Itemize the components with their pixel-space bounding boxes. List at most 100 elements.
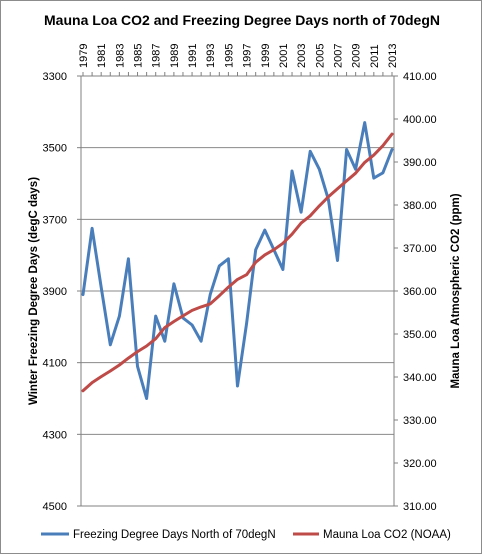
data-point-freezing-degree-days-north-of-70degn-2012 bbox=[381, 171, 385, 174]
data-point-freezing-degree-days-north-of-70degn-1993 bbox=[209, 293, 212, 296]
data-point-mauna-loa-co2-noaa--2008 bbox=[345, 179, 348, 183]
x-tick-label-1983: 1983 bbox=[114, 44, 126, 68]
data-point-mauna-loa-co2-noaa--2007 bbox=[336, 187, 339, 190]
data-point-mauna-loa-co2-noaa--2000 bbox=[272, 248, 276, 251]
y-left-tick-label-3700: 3700 bbox=[43, 214, 67, 226]
data-point-freezing-degree-days-north-of-70degn-1987 bbox=[154, 314, 157, 318]
y-right-tick-label-360.00: 360.00 bbox=[403, 286, 437, 298]
data-point-mauna-loa-co2-noaa--2012 bbox=[381, 144, 385, 147]
data-point-freezing-degree-days-north-of-70degn-1989 bbox=[172, 282, 176, 286]
data-point-freezing-degree-days-north-of-70degn-1980 bbox=[90, 227, 94, 230]
data-point-mauna-loa-co2-noaa--2001 bbox=[281, 242, 285, 245]
data-point-mauna-loa-co2-noaa--1988 bbox=[163, 326, 166, 329]
data-point-mauna-loa-co2-noaa--1990 bbox=[181, 314, 185, 318]
legend: Freezing Degree Days North of 70degN Mau… bbox=[41, 529, 451, 541]
data-point-mauna-loa-co2-noaa--1997 bbox=[245, 273, 248, 276]
data-point-mauna-loa-co2-noaa--2002 bbox=[290, 233, 294, 236]
data-point-freezing-degree-days-north-of-70degn-1999 bbox=[263, 228, 266, 232]
data-point-mauna-loa-co2-noaa--1981 bbox=[99, 375, 103, 378]
x-tick-label-1987: 1987 bbox=[151, 44, 163, 68]
y-left-tick-label-3300: 3300 bbox=[43, 71, 67, 83]
y-right-tick-label-330.00: 330.00 bbox=[403, 415, 437, 427]
data-point-freezing-degree-days-north-of-70degn-1992 bbox=[199, 339, 203, 343]
x-tick-label-2001: 2001 bbox=[278, 44, 290, 68]
y-left-tick-label-4100: 4100 bbox=[43, 358, 67, 370]
y-right-tick-label-380.00: 380.00 bbox=[403, 200, 437, 212]
data-point-freezing-degree-days-north-of-70degn-2001 bbox=[281, 268, 285, 271]
data-point-freezing-degree-days-north-of-70degn-2003 bbox=[299, 210, 303, 214]
x-tick-label-1979: 1979 bbox=[78, 44, 90, 68]
x-tick-label-1991: 1991 bbox=[187, 44, 199, 68]
y-right-tick-label-400.00: 400.00 bbox=[403, 114, 437, 126]
data-point-mauna-loa-co2-noaa--2003 bbox=[299, 221, 303, 225]
y-right-tick-label-310.00: 310.00 bbox=[403, 501, 437, 513]
data-point-mauna-loa-co2-noaa--1991 bbox=[190, 309, 194, 312]
data-point-mauna-loa-co2-noaa--2010 bbox=[363, 161, 366, 164]
y-right-axis-ticks: 310.00 320.00 330.00 340.00 350.00 360.00 370.… bbox=[394, 71, 437, 513]
x-tick-label-2011: 2011 bbox=[369, 44, 381, 68]
data-point-freezing-degree-days-north-of-70degn-1988 bbox=[163, 339, 166, 343]
data-point-freezing-degree-days-north-of-70degn-2002 bbox=[290, 169, 294, 173]
y-right-tick-label-390.00: 390.00 bbox=[403, 157, 437, 169]
data-point-mauna-loa-co2-noaa--1983 bbox=[118, 363, 121, 367]
y-right-tick-label-370.00: 370.00 bbox=[403, 243, 437, 255]
data-point-freezing-degree-days-north-of-70degn-1998 bbox=[254, 248, 257, 251]
data-point-freezing-degree-days-north-of-70degn-2011 bbox=[372, 176, 376, 180]
y-right-tick-label-340.00: 340.00 bbox=[403, 372, 437, 384]
data-point-freezing-degree-days-north-of-70degn-1995 bbox=[227, 257, 230, 260]
y-left-axis-ticks: 3300 3500 3700 3900 4100 4300 4500 bbox=[43, 71, 81, 513]
data-point-freezing-degree-days-north-of-70degn-1991 bbox=[190, 323, 194, 327]
data-point-mauna-loa-co2-noaa--1996 bbox=[236, 278, 239, 281]
x-tick-label-1995: 1995 bbox=[223, 44, 235, 68]
data-point-mauna-loa-co2-noaa--2011 bbox=[372, 153, 376, 157]
data-point-mauna-loa-co2-noaa--1982 bbox=[109, 369, 112, 373]
x-tick-label-1989: 1989 bbox=[169, 44, 181, 68]
x-tick-label-2003: 2003 bbox=[296, 44, 308, 68]
data-point-freezing-degree-days-north-of-70degn-2010 bbox=[363, 121, 366, 124]
y-left-axis-label: Winter Freezing Degree Days (degC days) bbox=[28, 177, 40, 405]
data-point-freezing-degree-days-north-of-70degn-1994 bbox=[218, 264, 221, 268]
data-point-freezing-degree-days-north-of-70degn-1986 bbox=[145, 397, 148, 400]
grid-lines bbox=[81, 147, 394, 435]
data-point-mauna-loa-co2-noaa--1994 bbox=[218, 294, 221, 297]
data-point-mauna-loa-co2-noaa--1979 bbox=[81, 389, 85, 392]
data-point-mauna-loa-co2-noaa--1999 bbox=[263, 253, 266, 257]
data-point-mauna-loa-co2-noaa--2004 bbox=[309, 214, 312, 217]
x-tick-label-1981: 1981 bbox=[96, 44, 108, 68]
y-left-tick-label-3500: 3500 bbox=[43, 143, 67, 155]
y-right-tick-label-410.00: 410.00 bbox=[403, 71, 437, 83]
data-point-freezing-degree-days-north-of-70degn-1984 bbox=[127, 257, 130, 260]
y-right-axis-label: Mauna Loa Atmospheric CO2 (ppm) bbox=[450, 193, 462, 388]
data-point-freezing-degree-days-north-of-70degn-1982 bbox=[109, 343, 112, 346]
data-point-mauna-loa-co2-noaa--2009 bbox=[354, 171, 357, 175]
data-point-mauna-loa-co2-noaa--1985 bbox=[136, 350, 139, 353]
data-point-freezing-degree-days-north-of-70degn-1985 bbox=[136, 365, 139, 368]
data-point-mauna-loa-co2-noaa--1992 bbox=[199, 305, 203, 309]
y-left-tick-label-4300: 4300 bbox=[43, 429, 67, 441]
data-point-freezing-degree-days-north-of-70degn-2008 bbox=[345, 148, 348, 151]
x-tick-label-2005: 2005 bbox=[314, 44, 326, 68]
y-left-tick-label-4500: 4500 bbox=[43, 501, 67, 513]
data-point-mauna-loa-co2-noaa--1993 bbox=[209, 302, 212, 306]
y-right-tick-label-350.00: 350.00 bbox=[403, 329, 437, 341]
data-point-mauna-loa-co2-noaa--2013 bbox=[390, 132, 394, 136]
x-tick-label-1993: 1993 bbox=[205, 44, 217, 68]
x-tick-label-2009: 2009 bbox=[351, 44, 363, 68]
legend-label-freezing-degree-days: Freezing Degree Days North of 70degN bbox=[73, 529, 276, 541]
data-point-freezing-degree-days-north-of-70degn-1979 bbox=[81, 293, 85, 296]
x-tick-label-2007: 2007 bbox=[332, 44, 344, 68]
data-point-mauna-loa-co2-noaa--1989 bbox=[172, 320, 176, 323]
data-point-mauna-loa-co2-noaa--2006 bbox=[327, 195, 330, 199]
series-lines bbox=[81, 121, 394, 400]
data-point-mauna-loa-co2-noaa--2005 bbox=[318, 204, 321, 208]
data-point-mauna-loa-co2-noaa--1984 bbox=[127, 356, 130, 360]
data-point-freezing-degree-days-north-of-70degn-1996 bbox=[236, 384, 239, 388]
data-point-freezing-degree-days-north-of-70degn-1981 bbox=[99, 286, 103, 289]
x-tick-label-2013: 2013 bbox=[387, 44, 399, 68]
data-point-freezing-degree-days-north-of-70degn-2004 bbox=[309, 150, 312, 153]
legend-label-mauna-loa-co2: Mauna Loa CO2 (NOAA) bbox=[323, 529, 451, 541]
x-axis-ticks: 1979 1981 1983 1985 1987 1989 1991 1993 1995 1997… bbox=[78, 44, 399, 76]
y-right-tick-label-320.00: 320.00 bbox=[403, 458, 437, 470]
